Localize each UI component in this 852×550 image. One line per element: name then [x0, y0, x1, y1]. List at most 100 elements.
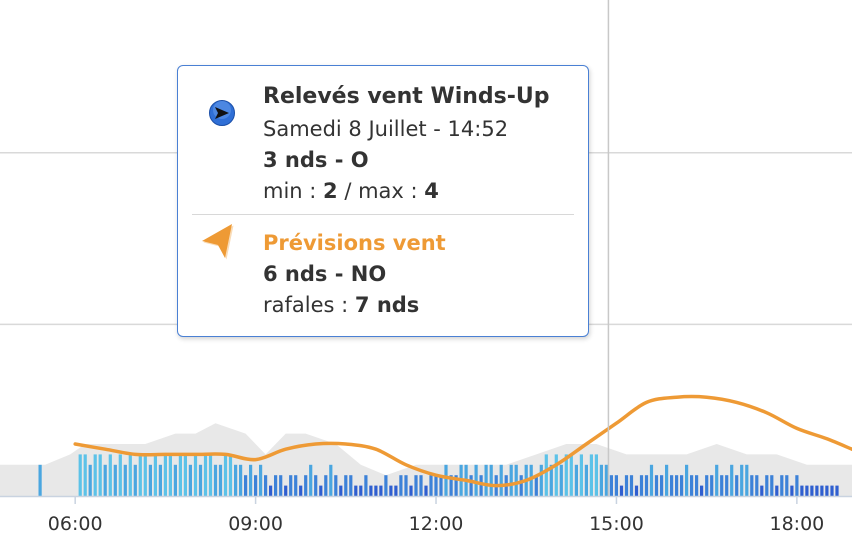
wind-bar-138: [765, 475, 769, 496]
wind-bar-63: [389, 485, 393, 496]
wind-bar-66: [404, 475, 408, 496]
wind-bar-140: [775, 485, 779, 496]
wind-bar-33: [239, 464, 243, 496]
observed-min-max: min : 2 / max : 4: [263, 178, 439, 204]
x-tick-label-2: 12:00: [409, 513, 464, 535]
wind-bar-31: [228, 454, 233, 496]
wind-bar-144: [795, 475, 799, 496]
wind-bar-10: [123, 464, 127, 496]
wind-bar-0: [38, 464, 42, 496]
wind-bar-54: [344, 475, 348, 496]
wind-bar-41: [279, 475, 283, 496]
wind-bar-5: [98, 454, 102, 496]
wind-bar-37: [259, 464, 263, 496]
wind-bar-113: [639, 475, 644, 496]
wind-bar-136: [755, 475, 759, 496]
wind-bar-129: [720, 475, 724, 496]
wind-bar-42: [284, 485, 288, 496]
wind-bar-43: [289, 475, 293, 496]
wind-bar-23: [188, 464, 192, 496]
wind-bar-149: [820, 485, 824, 496]
wind-bar-57: [359, 485, 363, 496]
wind-bar-29: [218, 464, 223, 496]
forecast-gusts: rafales : 7 nds: [263, 292, 419, 318]
wind-bar-145: [800, 485, 804, 496]
wind-bar-117: [660, 475, 664, 496]
wind-bar-9: [118, 454, 122, 496]
orange-direction-arrow-icon: [202, 224, 234, 260]
wind-bar-133: [740, 464, 744, 496]
tooltip: Relevés vent Winds-Up Samedi 8 Juillet -…: [177, 65, 589, 337]
x-tick-label-3: 15:00: [589, 513, 644, 535]
wind-bar-137: [760, 485, 764, 496]
wind-bar-151: [830, 485, 834, 496]
wind-bar-119: [670, 475, 674, 496]
x-tick-label-4: 18:00: [769, 513, 824, 535]
wind-bar-118: [665, 464, 669, 496]
wind-bar-14: [143, 454, 147, 496]
wind-bar-64: [394, 485, 398, 496]
wind-bar-121: [680, 475, 684, 496]
wind-bar-39: [269, 485, 273, 496]
wind-bar-83: [489, 464, 493, 496]
wind-bar-123: [690, 475, 694, 496]
wind-bar-2: [83, 454, 87, 496]
wind-bar-80: [474, 464, 478, 496]
wind-bar-93: [539, 464, 543, 496]
wind-bar-55: [349, 475, 353, 496]
wind-bar-106: [604, 464, 608, 496]
wind-bar-132: [735, 475, 739, 496]
wind-bar-125: [700, 485, 704, 496]
wind-bar-134: [745, 464, 749, 496]
wind-bar-135: [750, 475, 754, 496]
wind-bar-82: [484, 464, 488, 496]
wind-bar-71: [429, 475, 433, 496]
wind-bar-51: [329, 464, 333, 496]
wind-bar-87: [509, 464, 513, 496]
wind-bar-127: [710, 475, 714, 496]
wind-bar-91: [529, 464, 533, 496]
wind-bar-73: [439, 475, 443, 496]
wind-bar-139: [770, 475, 774, 496]
wind-bar-128: [715, 464, 719, 496]
wind-bar-12: [133, 464, 137, 496]
wind-bar-101: [579, 454, 583, 496]
wind-bar-108: [614, 475, 618, 496]
wind-bar-95: [549, 464, 553, 496]
x-tick-label-1: 09:00: [228, 513, 283, 535]
wind-bar-46: [304, 475, 308, 496]
min-label: min :: [263, 179, 324, 203]
tooltip-separator: [192, 214, 574, 215]
wind-bar-88: [514, 464, 518, 496]
wind-bar-120: [675, 475, 679, 496]
wind-bar-102: [584, 464, 588, 496]
observed-title: Relevés vent Winds-Up: [263, 84, 550, 109]
forecast-title: Prévisions vent: [263, 231, 446, 255]
wind-bar-40: [274, 475, 278, 496]
wind-bar-150: [825, 485, 829, 496]
wind-bar-79: [469, 475, 473, 496]
wind-bar-26: [203, 454, 208, 496]
wind-bar-38: [264, 475, 268, 496]
forecast-speed-direction: 6 nds - NO: [263, 262, 387, 286]
wind-bar-89: [519, 475, 523, 496]
wind-bar-68: [414, 475, 418, 496]
wind-bar-98: [564, 454, 568, 496]
wind-bar-62: [384, 475, 388, 496]
wind-bar-85: [499, 464, 503, 496]
wind-bar-48: [314, 475, 318, 496]
wind-bar-7: [108, 454, 112, 496]
wind-bar-20: [173, 464, 177, 496]
wind-bar-96: [554, 454, 558, 496]
wind-bar-152: [835, 485, 839, 496]
wind-bar-72: [434, 475, 438, 496]
wind-bar-56: [354, 485, 358, 496]
x-axis-ticks: 06:00 09:00 12:00 15:00 18:00: [48, 496, 824, 535]
gust-label: rafales :: [263, 293, 355, 317]
gust-area: [0, 423, 852, 496]
wind-bar-74: [444, 464, 448, 496]
wind-bar-81: [479, 475, 483, 496]
wind-bar-75: [449, 475, 453, 496]
wind-bar-44: [294, 475, 298, 496]
wind-bar-61: [379, 485, 383, 496]
